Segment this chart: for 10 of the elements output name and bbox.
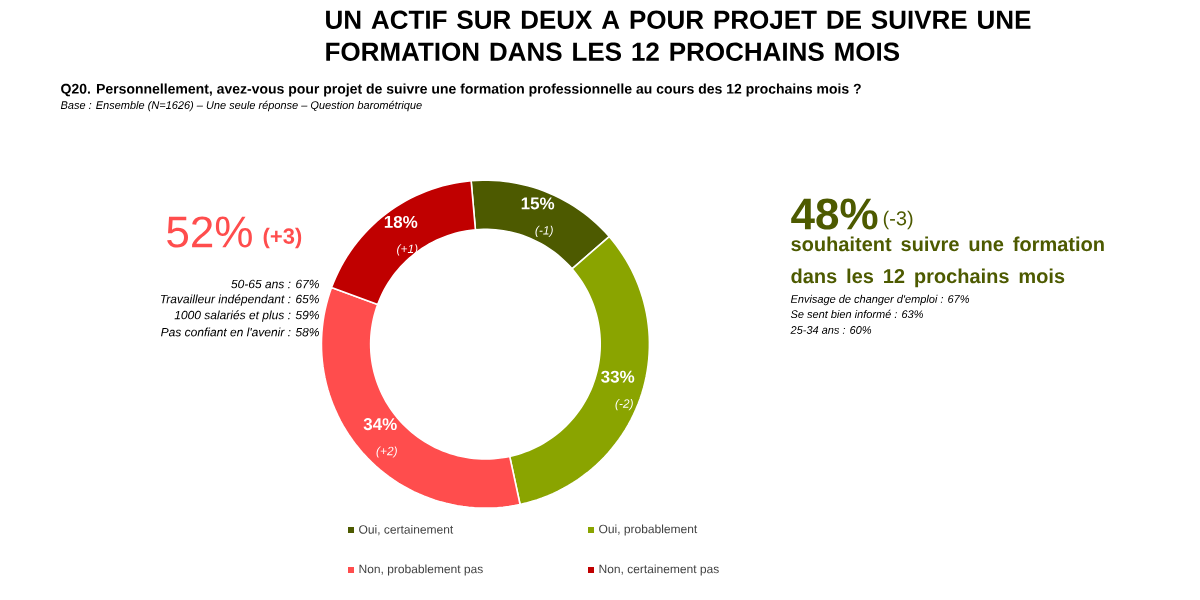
text: 52% bbox=[167, 216, 252, 248]
chart-title: UN ACTIF SUR DEUX A POUR PROJET DE SUIVRE UNE FORMATION DANS LES 12 PROCHAINS MOIS bbox=[326, 10, 1031, 61]
text: (+3) bbox=[263, 227, 302, 249]
text: 48% bbox=[791, 198, 878, 230]
data-label: 18% bbox=[384, 215, 418, 228]
data-label: 33% bbox=[601, 370, 635, 383]
data-label: 15% bbox=[521, 197, 555, 210]
text: souhaitent suivre une formation dans les 12 prochains mois bbox=[791, 236, 1104, 288]
data-label: 34% bbox=[363, 418, 397, 431]
text: (-3) bbox=[883, 210, 913, 230]
